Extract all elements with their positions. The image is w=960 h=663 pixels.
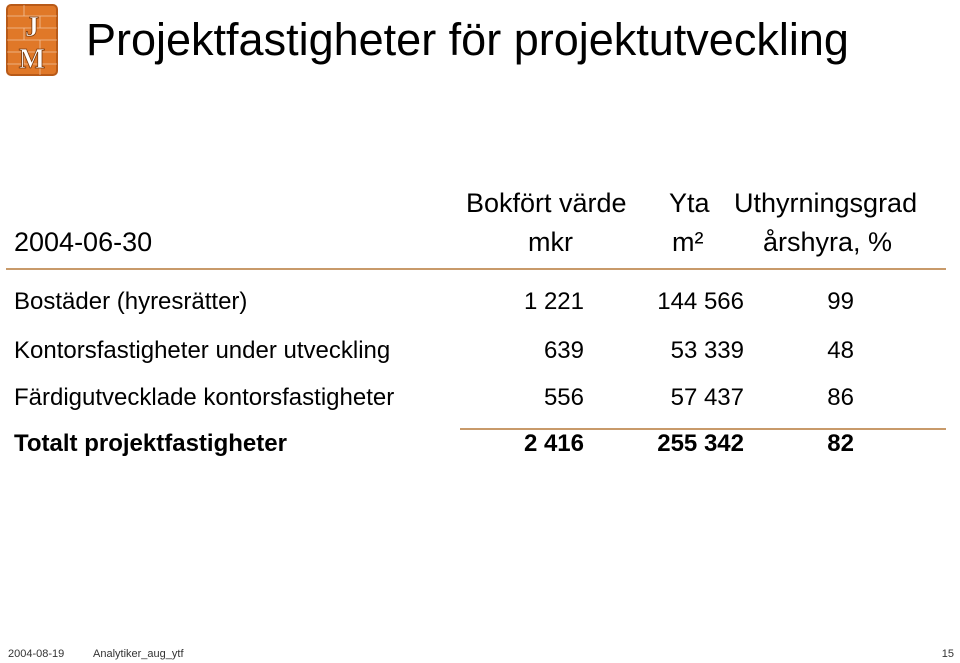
row-value: 1 221 (523, 288, 584, 315)
col-header-value-line1: Bokfört värde (466, 188, 627, 218)
row-area: 53 339 (670, 337, 744, 364)
footer-date: 2004-08-19 (8, 648, 65, 660)
total-value: 2 416 (523, 430, 584, 457)
total-rate: 82 (827, 430, 854, 457)
row-value: 639 (543, 337, 584, 364)
svg-text:J: J (25, 12, 39, 43)
row-label: Kontorsfastigheter under utveckling (14, 337, 391, 364)
jm-logo: J M (6, 4, 58, 76)
col-header-area-line1: Yta (669, 188, 710, 218)
row-rate: 99 (827, 288, 854, 315)
row-rate: 86 (827, 384, 854, 411)
row-rate: 48 (827, 337, 854, 364)
col-header-value-line2: mkr (528, 227, 573, 257)
page-number: 15 (941, 648, 954, 660)
report-date: 2004-06-30 (14, 227, 153, 257)
row-area: 57 437 (670, 384, 744, 411)
row-label: Bostäder (hyresrätter) (14, 288, 248, 315)
total-divider (460, 428, 946, 430)
total-label: Totalt projektfastigheter (14, 430, 287, 457)
page-title: Projektfastigheter för projektutveckling (86, 14, 849, 65)
row-area: 144 566 (657, 288, 744, 315)
row-label: Färdigutvecklade kontorsfastigheter (14, 384, 395, 411)
header-divider (6, 268, 946, 270)
footer-name: Analytiker_aug_ytf (93, 648, 184, 660)
svg-text:M: M (19, 44, 45, 75)
col-header-area-line2: m² (672, 227, 704, 257)
col-header-rate-line1: Uthyrningsgrad (734, 188, 918, 218)
row-value: 556 (543, 384, 584, 411)
total-area: 255 342 (657, 430, 744, 457)
col-header-rate-line2: årshyra, % (763, 227, 893, 257)
